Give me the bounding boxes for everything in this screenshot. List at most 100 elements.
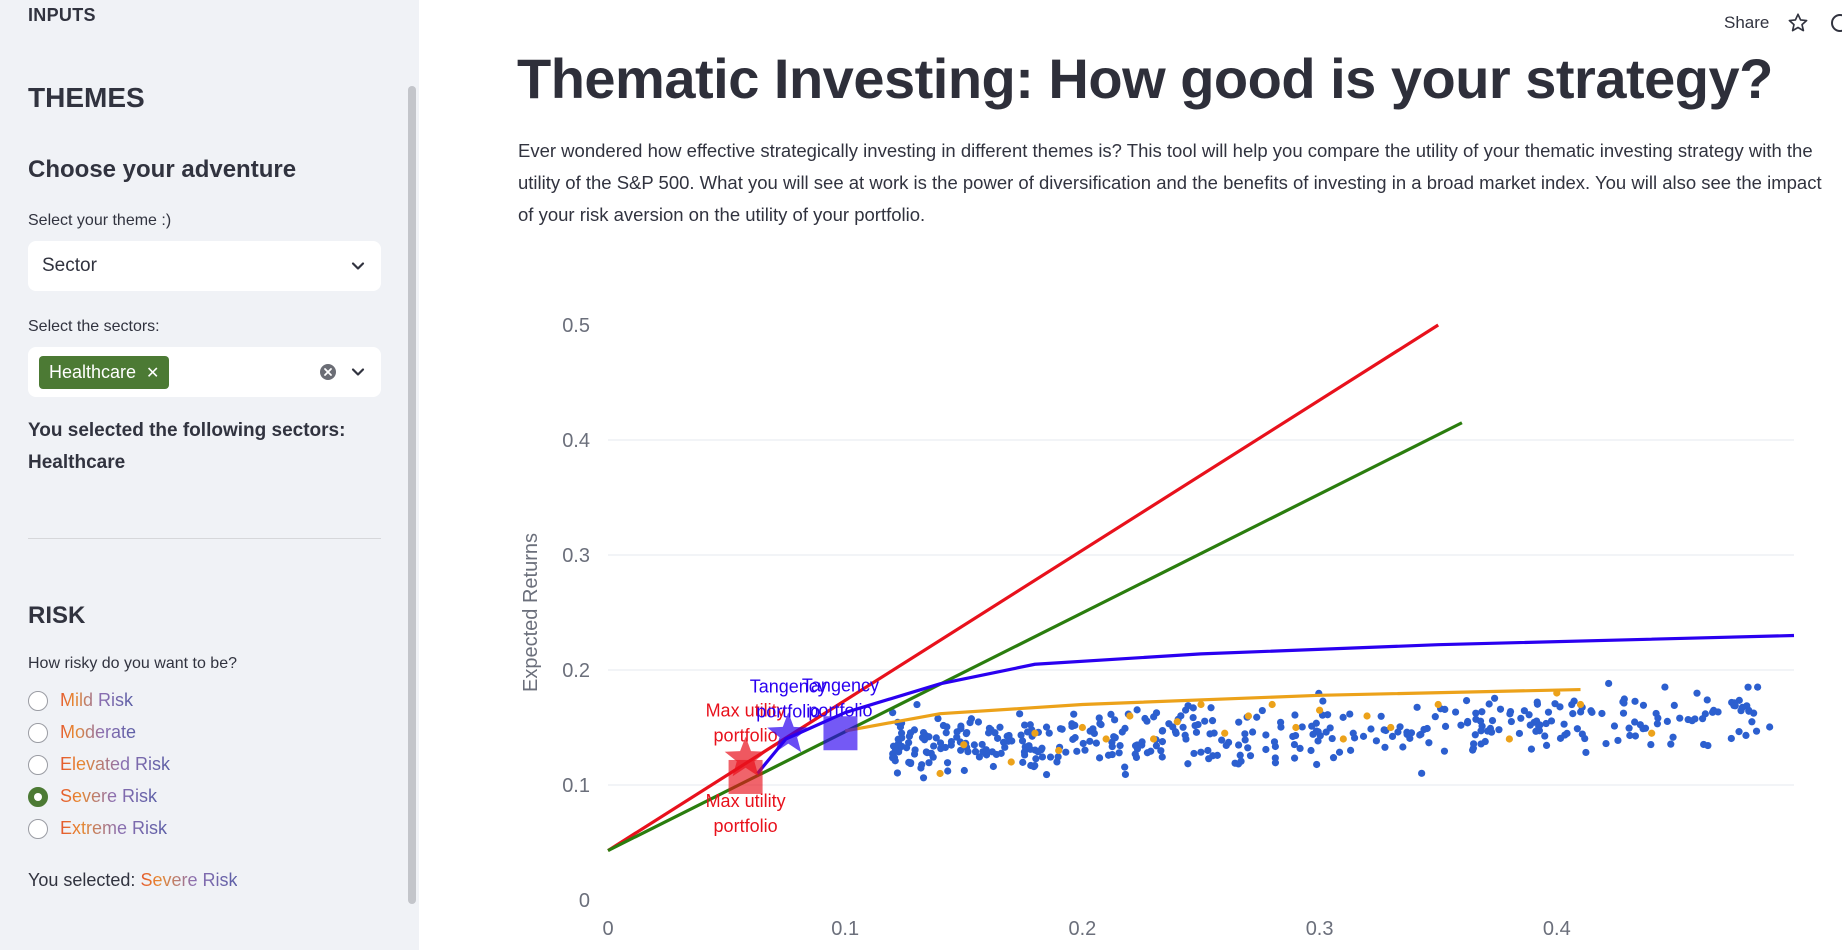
radio-extreme-risk[interactable]: Extreme Risk [28,818,167,839]
radio-elevated-risk[interactable]: Elevated Risk [28,754,170,775]
scatter-point-blue [1169,723,1177,731]
scatter-point-blue [1605,679,1613,688]
scatter-point-blue [1462,697,1471,705]
scatter-point-blue [1745,707,1753,715]
scatter-point-blue [1158,753,1166,761]
page-description: Ever wondered how effective strategicall… [518,140,1822,225]
scatter-point-blue [1038,753,1047,761]
scatter-point-blue [889,709,897,717]
scatter-point-blue [1248,728,1257,736]
radio-label: Elevated Risk [60,754,171,774]
scatter-point-blue [1108,743,1116,751]
radio-severe-risk[interactable]: Severe Risk [28,786,157,807]
scatter-point-orange [1434,700,1442,709]
scatter-point-blue [1328,734,1336,743]
scatter-point-blue [1441,722,1450,731]
scatter-point-orange [1505,735,1513,743]
theme-label: Select your theme :) [28,212,172,229]
scatter-point-blue [939,721,948,730]
tag-remove-icon[interactable]: ✕ [146,364,160,382]
scatter-point-blue [1639,701,1648,709]
scatter-point-blue [1335,748,1344,756]
scatter-point-blue [1714,708,1722,716]
efficient-frontier-chart[interactable]: 0 0.1 0.2 0.3 0.4 0.5 0 0.1 0.2 0.3 0.4 Expected Re… [419,280,1842,950]
scatter-point-orange [1197,700,1205,709]
scatter-point-blue [1291,711,1299,719]
scatter-point-blue [1313,760,1321,769]
radio-circle[interactable] [28,818,48,839]
scatter-point-blue [1017,731,1025,739]
scatter-point-blue [1258,706,1266,715]
scatter-point-blue [1731,702,1739,710]
scatter-point-blue [1222,741,1230,750]
sidebar-header: INPUTS [28,5,96,25]
chevron-down-icon[interactable] [349,363,367,381]
marker-label: portfolio [756,701,820,721]
scatter-point-blue [1253,713,1261,721]
you-selected-row: You selected: Severe Risk [28,870,237,891]
theme-select-value: Sector [42,255,97,276]
scatter-point-blue [1423,724,1431,733]
scatter-point-blue [1209,752,1217,760]
scatter-point-blue [982,746,990,754]
scatter-point-blue [1693,689,1701,697]
sectors-multiselect[interactable]: Healthcare ✕ [28,347,381,397]
radio-moderate[interactable]: Moderate [28,722,136,743]
radio-circle[interactable] [28,754,48,775]
scatter-point-blue [1184,760,1192,768]
scatter-point-blue [1394,728,1402,736]
scatter-point-blue [1018,737,1027,745]
scatter-point-blue [1669,733,1677,741]
scatter-point-blue [1131,750,1139,758]
scatter-point-orange [1031,729,1039,737]
scatter-point-blue [1206,730,1214,738]
scatter-point-blue [1547,717,1556,725]
scatter-point-blue [1457,721,1465,729]
theme-select[interactable]: Sector [28,241,381,291]
scatter-point-blue [960,766,968,775]
menu-icon[interactable] [1829,12,1842,34]
scatter-point-blue [1143,749,1152,757]
radio-circle[interactable] [28,690,48,711]
scatter-point-blue [996,723,1004,731]
scatter-point-blue [1118,728,1126,736]
scatter-point-blue [1021,743,1029,751]
scatter-point-orange [1339,735,1347,743]
scatter-point-orange [1292,723,1300,732]
sector-tag-healthcare[interactable]: Healthcare ✕ [39,356,170,389]
marker-label: portfolio [714,726,778,746]
scatter-point-blue [1488,717,1497,725]
scatter-point-blue [891,746,899,755]
x-tick-label: 0.2 [1068,918,1096,940]
scatter-point-blue [1676,714,1684,722]
scatter-point-blue [1526,721,1534,729]
marker-label: Max utility [706,791,786,811]
scatter-point-blue [1244,744,1252,752]
scatter-point-blue [1095,714,1103,722]
radio-label: Mild Risk [60,690,134,710]
scatter-point-blue [984,729,993,737]
scatter-point-blue [1578,730,1586,738]
clear-all-icon[interactable] [319,363,337,381]
scatter-point-blue [1034,748,1042,756]
radio-label: Severe Risk [60,786,158,806]
scatter-point-blue [1179,723,1187,731]
radio-circle-checked[interactable] [28,786,48,807]
scatter-point-blue [1071,721,1079,729]
radio-mild-risk[interactable]: Mild Risk [28,690,133,711]
star-icon[interactable] [1787,12,1809,34]
share-button[interactable]: Share [1724,13,1770,32]
x-tick-label: 0.4 [1543,918,1571,940]
chevron-down-icon[interactable] [349,257,367,275]
scatter-point-blue [1182,735,1190,743]
scatter-point-blue [1207,704,1215,712]
scatter-point-blue [1322,728,1330,736]
scatter-point-blue [1551,700,1559,708]
radio-circle[interactable] [28,722,48,743]
scatter-point-blue [1737,707,1745,715]
you-selected-label: You selected: [28,870,136,890]
scatter-point-blue [1121,763,1129,771]
y-tick-label: 0 [579,890,590,912]
sidebar-scrollbar[interactable] [408,86,416,904]
scatter-point-blue [1246,752,1255,760]
